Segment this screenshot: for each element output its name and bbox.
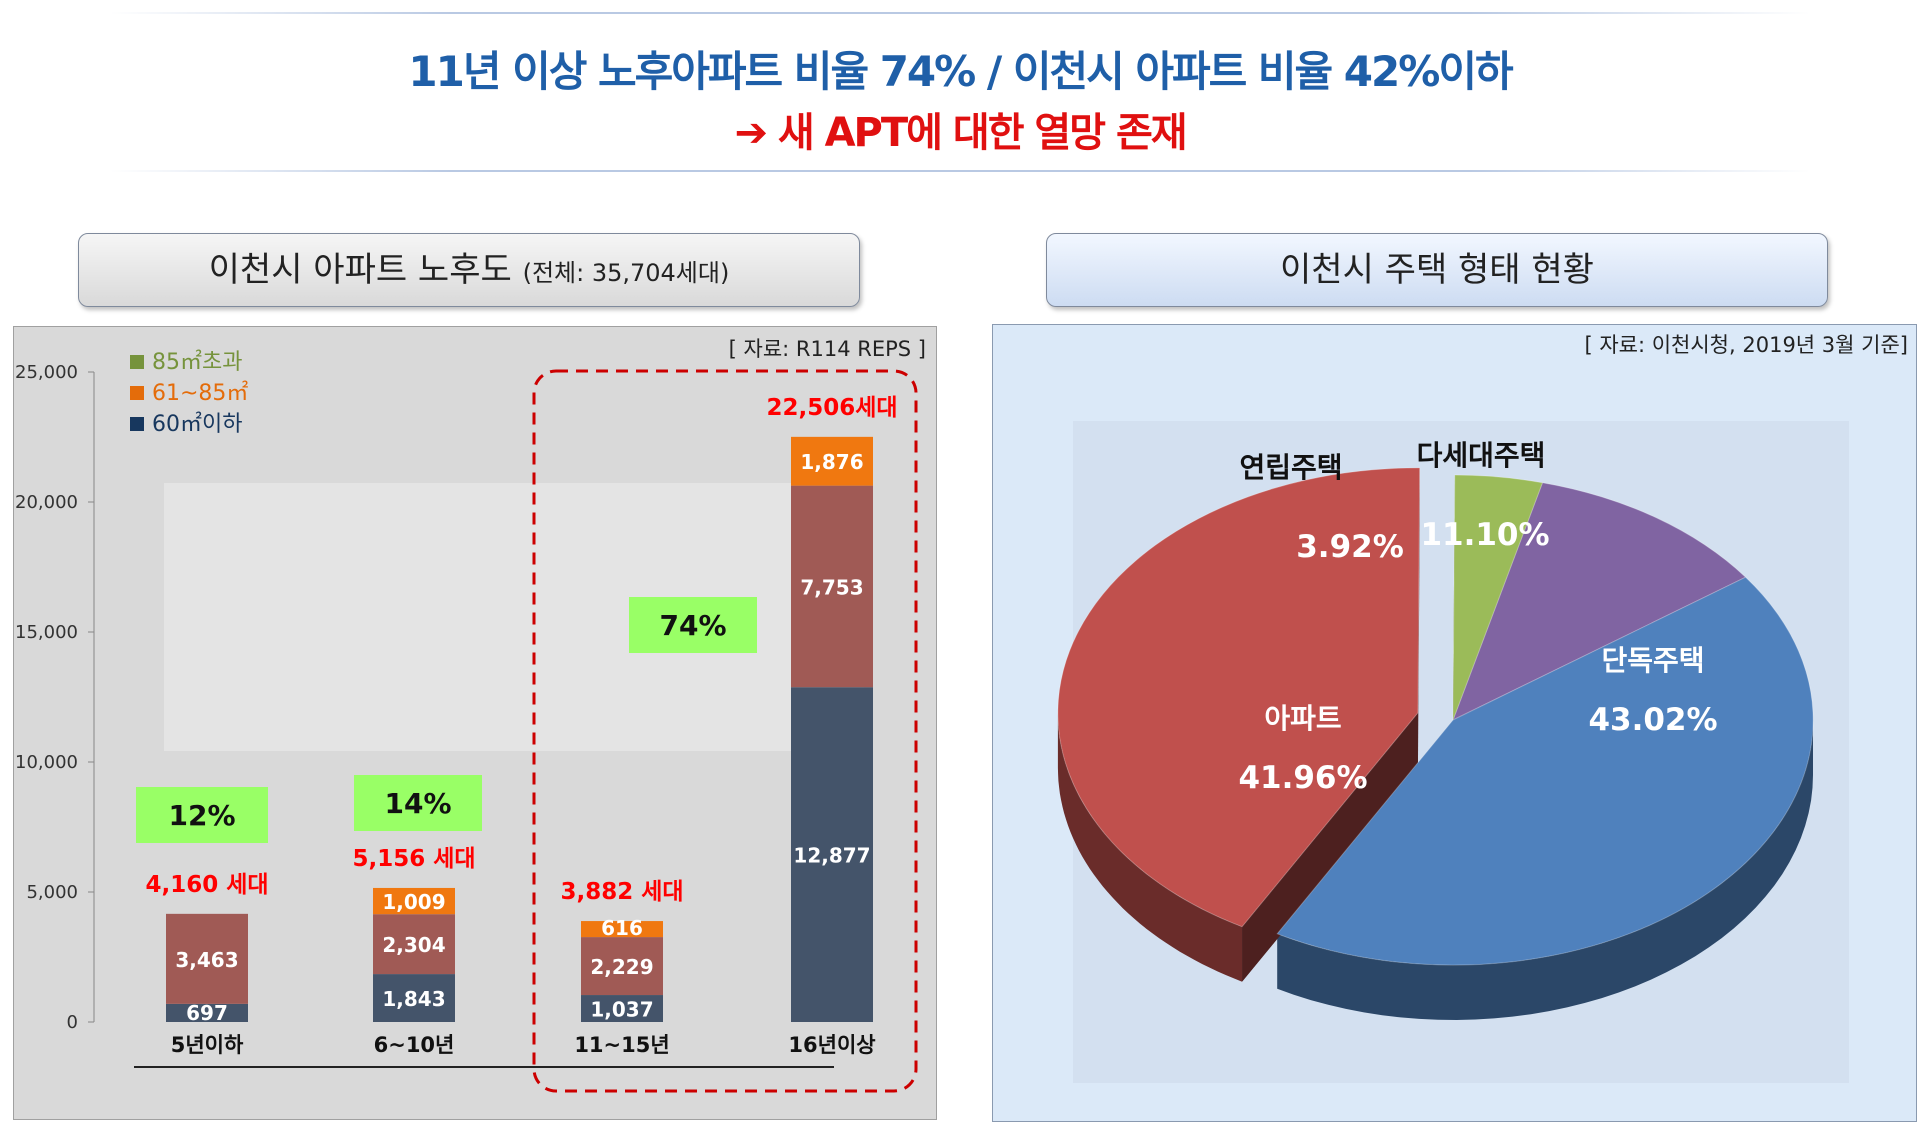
bar-segment: [373, 974, 455, 1022]
pie-slice-top: [1452, 474, 1544, 721]
bar-total-label: 4,160 세대: [145, 872, 268, 898]
percent-box-label: 12%: [168, 799, 235, 832]
bar-value-label: 12,877: [793, 844, 870, 868]
pie-slice-wall: [1242, 712, 1418, 982]
x-category-label: 11~15년: [574, 1033, 669, 1057]
bar-segment: [373, 914, 455, 975]
legend-swatch: [130, 386, 144, 400]
pie-category-label: 다세대주택: [1417, 439, 1546, 472]
pie-value-label: 11.10%: [1420, 517, 1549, 553]
pie-slice-top: [1276, 576, 1814, 966]
bar-segment: [373, 887, 455, 915]
aging-chart-title-note: (전체: 35,704세대): [522, 259, 730, 287]
bar-value-label: 1,037: [590, 998, 653, 1022]
bar-total-label: 3,882 세대: [560, 879, 683, 905]
bar-segment: [581, 995, 663, 1022]
y-tick-label: 20,000: [15, 492, 78, 513]
bar-total-label: 5,156 세대: [352, 846, 475, 872]
bar-segment: [166, 913, 248, 1004]
legend-label: 61~85㎡: [152, 380, 248, 406]
x-category-label: 5년이하: [171, 1033, 244, 1057]
aging-chart-panel: [ 자료: R114 REPS ] 0 5,000 10,000 15,000 20,0…: [13, 326, 937, 1120]
headline-line2: ➔ 새 APT에 대한 열망 존재: [734, 110, 1187, 156]
housing-type-title-text: 이천시 주택 형태 현황: [1280, 250, 1594, 290]
housing-type-pie-chart: 단독주택 43.02% 아파트 41.96% 연립주택 3.92% 다세대주택 11.10%: [1057, 421, 1849, 1083]
legend-label: 85㎡초과: [152, 349, 242, 375]
pie-value-label: 43.02%: [1588, 702, 1717, 738]
legend-swatch: [130, 355, 144, 369]
bar-value-label: 2,229: [590, 955, 653, 979]
bar-value-label: 616: [601, 916, 643, 940]
y-tick-label: 5,000: [26, 882, 78, 903]
legend-swatch: [130, 417, 144, 431]
top-divider: [110, 12, 1810, 14]
aging-bar-chart: 0 5,000 10,000 15,000 20,000 25,000 85㎡초과 61~85…: [15, 349, 918, 1093]
pie-slice-top: [1452, 482, 1747, 722]
bar-segment: [791, 687, 873, 1022]
y-tick-label: 25,000: [15, 362, 78, 383]
percent-box-label: 74%: [659, 609, 726, 642]
headline-line1: 11년 이상 노후아파트 비율 74% / 이천시 아파트 비율 42%이하: [408, 47, 1513, 96]
bar-segment: [581, 937, 663, 996]
percent-box-label: 14%: [384, 787, 451, 820]
bar-segment: [166, 1003, 248, 1022]
bar-segment: [791, 436, 873, 486]
bar-segment: [791, 485, 873, 688]
pie-slice-side: [1057, 712, 1243, 982]
y-tick-label: 15,000: [15, 622, 78, 643]
bar-value-label: 1,843: [382, 987, 445, 1011]
bar-value-label: 7,753: [800, 575, 863, 599]
bar-value-label: 1,876: [800, 450, 863, 474]
housing-type-title: 이천시 주택 형태 현황: [1046, 233, 1828, 307]
bar-value-label: 697: [186, 1001, 228, 1025]
y-tick-label: 0: [67, 1012, 78, 1033]
pie-slice-top: [1057, 467, 1421, 928]
pie-category-label: 연립주택: [1239, 451, 1342, 484]
aging-chart-title: 이천시 아파트 노후도 (전체: 35,704세대): [78, 233, 860, 307]
aging-chart-source: [ 자료: R114 REPS ]: [728, 337, 926, 361]
pie-value-label: 3.92%: [1296, 529, 1404, 565]
headline-divider: [110, 170, 1810, 172]
bar-value-label: 3,463: [175, 948, 238, 972]
pie-slice-wall: [1417, 467, 1420, 768]
housing-type-source: [ 자료: 이천시청, 2019년 3월 기준]: [1584, 333, 1908, 357]
x-category-label: 16년이상: [788, 1033, 875, 1057]
percent-box: [354, 775, 482, 831]
bar-total-label: 22,506세대: [766, 395, 897, 421]
percent-box: [136, 787, 268, 843]
pie-category-label: 단독주택: [1601, 644, 1704, 677]
bar-value-label: 1,009: [382, 890, 445, 914]
pie-category-label: 아파트: [1264, 702, 1341, 735]
legend-label: 60㎡이하: [152, 411, 242, 437]
bar-value-label: 2,304: [382, 933, 445, 957]
percent-box: [629, 597, 757, 653]
plot-area-band: [164, 483, 864, 751]
highlight-dashed-box: [532, 369, 918, 1093]
x-category-label: 6~10년: [374, 1033, 455, 1057]
housing-type-panel: [ 자료: 이천시청, 2019년 3월 기준] 단독주택 43.02% 아파트 41…: [992, 324, 1917, 1122]
pie-value-label: 41.96%: [1238, 760, 1367, 796]
pie-slice-side: [1277, 720, 1813, 1020]
aging-chart-title-text: 이천시 아파트 노후도: [208, 250, 512, 290]
bar-segment: [581, 921, 663, 938]
y-tick-label: 10,000: [15, 752, 78, 773]
